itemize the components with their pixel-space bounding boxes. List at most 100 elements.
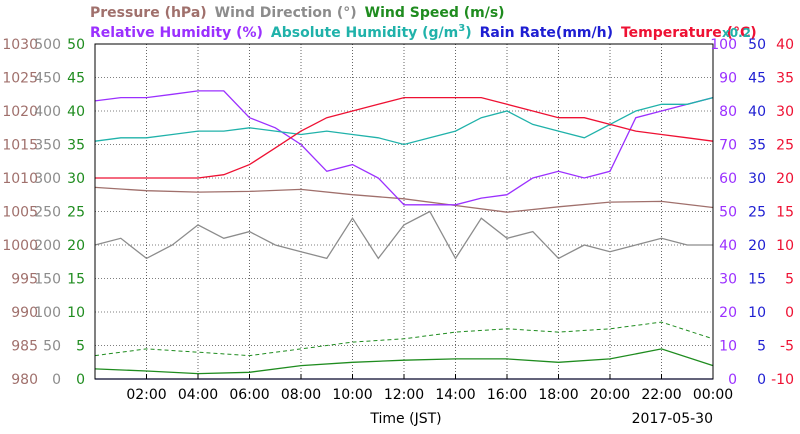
legend-entry-absolute-humidity-g-m: Absolute Humidity (g/m — [271, 25, 458, 41]
chart-grid — [95, 44, 713, 379]
y-tick-label-temperature-c: 20 — [776, 171, 794, 187]
y-tick-label-temperature-c: 5 — [785, 272, 794, 288]
y-tick-label-relative-humidity: 30 — [719, 272, 737, 288]
y-tick-label-wind-direction: 100 — [34, 305, 61, 321]
y-tick-label-rain-rate-mm-h: 50 — [748, 37, 766, 53]
y-tick-label-relative-humidity: 100 — [710, 37, 737, 53]
y-tick-label-pressure-hpa: 1010 — [2, 171, 38, 187]
y-tick-label-rain-rate-mm-h: 10 — [748, 305, 766, 321]
y-tick-label-wind-speed-m-s: 25 — [67, 205, 85, 221]
x-tick-label: 08:00 — [281, 387, 321, 403]
y-tick-label-wind-direction: 450 — [34, 71, 61, 87]
y-tick-label-wind-speed-m-s: 45 — [67, 71, 85, 87]
y-tick-label-wind-speed-m-s: 35 — [67, 138, 85, 154]
y-tick-label-wind-direction: 500 — [34, 37, 61, 53]
y-tick-label-relative-humidity: 20 — [719, 305, 737, 321]
y-tick-label-wind-direction: 400 — [34, 104, 61, 120]
y-tick-label-pressure-hpa: 1015 — [2, 138, 38, 154]
y-tick-label-rain-rate-mm-h: 45 — [748, 71, 766, 87]
y-tick-label-rain-rate-mm-h: 15 — [748, 272, 766, 288]
y-tick-label-rain-rate-mm-h: 20 — [748, 238, 766, 254]
y-tick-label-temperature-c: -5 — [780, 339, 794, 355]
x-tick-label: 02:00 — [126, 387, 166, 403]
y-tick-label-wind-direction: 150 — [34, 272, 61, 288]
y-tick-label-rain-rate-mm-h: 5 — [757, 339, 766, 355]
chart-axes: 9809859909951000100510101015102010251030… — [2, 37, 794, 388]
y-tick-label-wind-speed-m-s: 0 — [76, 372, 85, 388]
y-tick-label-relative-humidity: 90 — [719, 71, 737, 87]
y-tick-label-pressure-hpa: 1000 — [2, 238, 38, 254]
y-tick-label-temperature-c: -10 — [771, 372, 794, 388]
legend-factor-label: x0.2 — [722, 26, 751, 40]
y-tick-label-rain-rate-mm-h: 25 — [748, 205, 766, 221]
series-line-wind-speed-m-s — [94, 348, 714, 375]
x-axis-title: Time (JST) — [369, 411, 441, 427]
y-tick-label-wind-direction: 350 — [34, 138, 61, 154]
y-tick-label-relative-humidity: 40 — [719, 238, 737, 254]
y-tick-label-relative-humidity: 50 — [719, 205, 737, 221]
y-tick-label-wind-direction: 250 — [34, 205, 61, 221]
y-tick-label-wind-speed-m-s: 30 — [67, 171, 85, 187]
legend-superscript: 3 — [458, 23, 465, 34]
x-tick-label: 10:00 — [332, 387, 372, 403]
y-tick-label-temperature-c: 30 — [776, 104, 794, 120]
y-tick-label-relative-humidity: 10 — [719, 339, 737, 355]
y-tick-label-pressure-hpa: 1020 — [2, 104, 38, 120]
legend-entry-temperature-c: Temperature (°C) — [621, 25, 757, 41]
y-tick-label-relative-humidity: 60 — [719, 171, 737, 187]
y-tick-label-rain-rate-mm-h: 30 — [748, 171, 766, 187]
x-tick-label: 18:00 — [538, 387, 578, 403]
y-tick-label-pressure-hpa: 990 — [11, 305, 38, 321]
series-line-wind-direction — [94, 210, 713, 260]
legend-entry-wind-speed-m-s: Wind Speed (m/s) — [365, 5, 505, 21]
y-tick-label-relative-humidity: 0 — [728, 372, 737, 388]
y-tick-label-wind-speed-m-s: 20 — [67, 238, 85, 254]
y-tick-label-temperature-c: 25 — [776, 138, 794, 154]
legend-entry-relative-humidity: Relative Humidity (%) — [90, 25, 263, 41]
y-tick-label-pressure-hpa: 1025 — [2, 71, 38, 87]
y-tick-label-relative-humidity: 70 — [719, 138, 737, 154]
y-tick-label-relative-humidity: 80 — [719, 104, 737, 120]
y-tick-label-temperature-c: 35 — [776, 71, 794, 87]
y-tick-label-rain-rate-mm-h: 35 — [748, 138, 766, 154]
date-label: 2017-05-30 — [632, 411, 713, 427]
x-tick-label: 06:00 — [229, 387, 269, 403]
x-tick-label: 00:00 — [693, 387, 733, 403]
y-tick-label-temperature-c: 10 — [776, 238, 794, 254]
y-tick-label-wind-speed-m-s: 10 — [67, 305, 85, 321]
y-tick-label-pressure-hpa: 980 — [11, 372, 38, 388]
series-line-pressure-hpa — [94, 186, 714, 213]
x-tick-label: 04:00 — [178, 387, 218, 403]
x-axis: 02:00 04:00 06:00 08:00 10:00 12:00 14:00 16:00… — [126, 374, 733, 427]
y-tick-label-temperature-c: 15 — [776, 205, 794, 221]
y-tick-label-pressure-hpa: 1030 — [2, 37, 38, 53]
y-tick-label-wind-direction: 200 — [34, 238, 61, 254]
y-tick-label-wind-speed-m-s: 50 — [67, 37, 85, 53]
x-tick-label: 20:00 — [590, 387, 630, 403]
y-tick-label-rain-rate-mm-h: 0 — [757, 372, 766, 388]
y-tick-label-wind-speed-m-s: 40 — [67, 104, 85, 120]
legend-closing: ) — [465, 25, 471, 41]
legend-line-1: Pressure (hPa) Wind Direction (°) Wind Spe… — [90, 5, 505, 21]
series-line-wind-speed-gust-m-s — [94, 321, 714, 357]
y-tick-label-temperature-c: 0 — [785, 305, 794, 321]
y-tick-label-wind-speed-m-s: 5 — [76, 339, 85, 355]
y-tick-label-wind-direction: 0 — [52, 372, 61, 388]
y-tick-label-temperature-c: 40 — [776, 37, 794, 53]
legend-entry-wind-direction: Wind Direction (°) — [215, 5, 357, 21]
y-tick-label-pressure-hpa: 985 — [11, 339, 38, 355]
legend-line-2: Relative Humidity (%) Absolute Humidity (… — [90, 23, 757, 41]
chart-legend: Pressure (hPa) Wind Direction (°) Wind Spe… — [90, 5, 757, 41]
y-tick-label-wind-direction: 50 — [43, 339, 61, 355]
y-tick-label-rain-rate-mm-h: 40 — [748, 104, 766, 120]
y-tick-label-pressure-hpa: 995 — [11, 272, 38, 288]
x-tick-label: 12:00 — [384, 387, 424, 403]
x-tick-label: 16:00 — [487, 387, 527, 403]
y-tick-label-wind-direction: 300 — [34, 171, 61, 187]
y-tick-label-pressure-hpa: 1005 — [2, 205, 38, 221]
series-line-relative-humidity — [94, 90, 714, 206]
legend-entry-rain-rate-mm-h: Rain Rate(mm/h) — [480, 25, 613, 41]
x-tick-label: 22:00 — [641, 387, 681, 403]
legend-entry-pressure-hpa: Pressure (hPa) — [90, 5, 207, 21]
